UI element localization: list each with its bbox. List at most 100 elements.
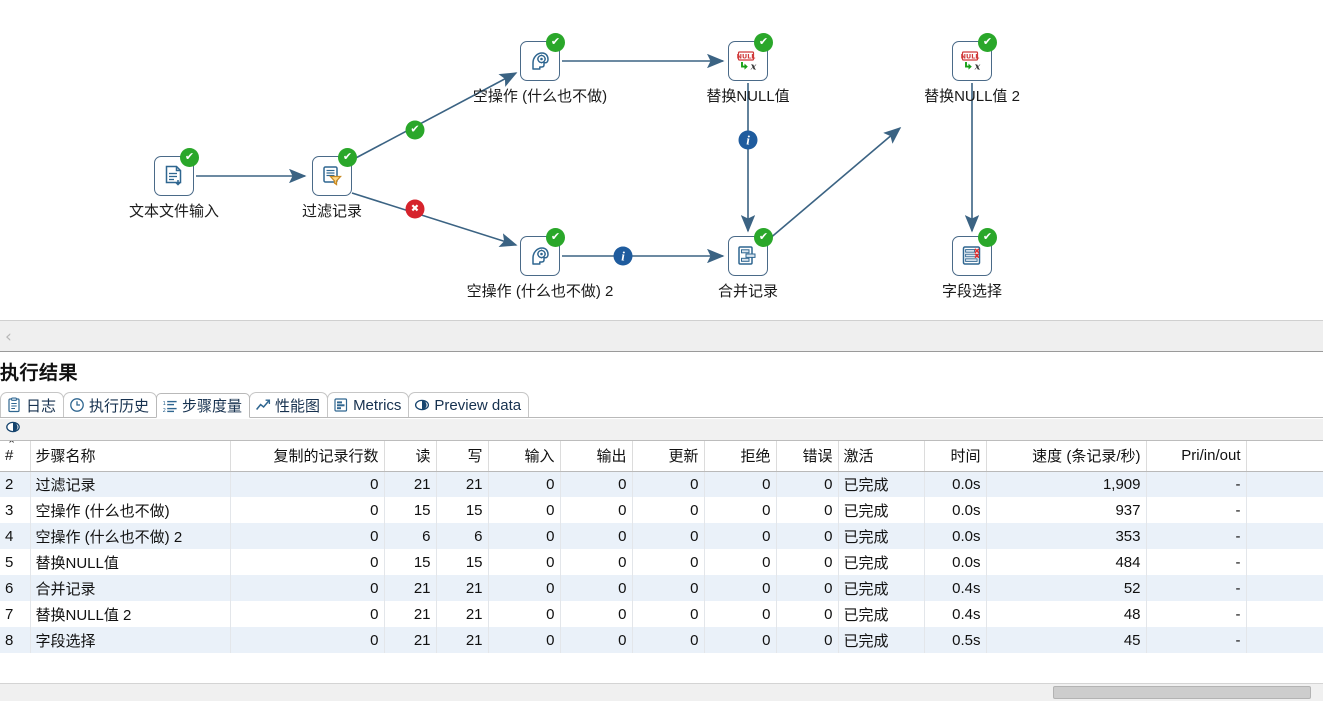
- cell-name: 过滤记录: [30, 471, 231, 497]
- table-header-col-pad[interactable]: [1246, 441, 1323, 472]
- cell-input: 0: [488, 523, 561, 549]
- table-row[interactable]: 2 过滤记录 0 21 21 0 0 0 0 0 已完成 0.0s 1,909-: [0, 471, 1323, 497]
- table-header-col-copied[interactable]: 复制的记录行数: [230, 441, 385, 472]
- table-header-label: 读: [415, 448, 431, 466]
- table-header-label: 速度 (条记录/秒): [1032, 448, 1141, 466]
- cell-rejected: 0: [704, 627, 777, 653]
- cell-time: 0.5s: [924, 627, 987, 653]
- cell-name: 空操作 (什么也不做) 2: [30, 523, 231, 549]
- table-header-col-active[interactable]: 激活: [838, 441, 925, 472]
- tab-step-metrics[interactable]: 1 2 步骤度量: [156, 393, 251, 418]
- cell-read: 21: [384, 575, 437, 601]
- cell-num: 4: [0, 523, 31, 549]
- table-header-col-rejected[interactable]: 拒绝: [704, 441, 777, 472]
- table-header-col-time[interactable]: 时间: [924, 441, 987, 472]
- cell-pad: [1246, 523, 1323, 549]
- table-row[interactable]: 5 替换NULL值 0 15 15 0 0 0 0 0 已完成 0.0s 484-: [0, 549, 1323, 575]
- cell-num: 5: [0, 549, 31, 575]
- cell-input: 0: [488, 575, 561, 601]
- step-node-label: 替换NULL值: [706, 88, 790, 105]
- metrics-icon: [333, 397, 349, 413]
- cell-updated: 0: [632, 575, 705, 601]
- cell-name: 字段选择: [30, 627, 231, 653]
- tab-history[interactable]: 执行历史: [63, 392, 158, 417]
- cell-name: 合并记录: [30, 575, 231, 601]
- cell-pri: -: [1146, 549, 1247, 575]
- table-header-col-written[interactable]: 写: [436, 441, 489, 472]
- step-node-label: 空操作 (什么也不做) 2: [466, 283, 614, 300]
- tab-perf-graph[interactable]: 性能图: [249, 392, 329, 417]
- table-header-col-speed[interactable]: 速度 (条记录/秒): [986, 441, 1147, 472]
- cell-pri: -: [1146, 471, 1247, 497]
- cell-time: 0.0s: [924, 549, 987, 575]
- cell-active: 已完成: [838, 471, 925, 497]
- status-ok-badge: [754, 228, 773, 247]
- chevron-left-icon[interactable]: ‹: [5, 327, 12, 347]
- panel-splitter[interactable]: ‹: [0, 320, 1323, 352]
- table-row[interactable]: 4 空操作 (什么也不做) 2 0 6 6 0 0 0 0 0 已完成 0.0s 353-: [0, 523, 1323, 549]
- cell-errors: 0: [776, 497, 839, 523]
- cell-time: 0.4s: [924, 575, 987, 601]
- hop-info-badge: [738, 130, 758, 150]
- scrollbar-thumb[interactable]: [1053, 686, 1311, 699]
- table-header-col-num[interactable]: ⌃ #: [0, 441, 31, 472]
- step-node-label: 过滤记录: [301, 203, 363, 220]
- table-header-col-pri[interactable]: Pri/in/out: [1146, 441, 1247, 472]
- cell-num: 3: [0, 497, 31, 523]
- svg-text:2: 2: [163, 408, 166, 414]
- cell-copied: 0: [230, 523, 385, 549]
- cell-written: 15: [436, 549, 489, 575]
- cell-pri: -: [1146, 627, 1247, 653]
- status-ok-badge: [978, 33, 997, 52]
- table-row[interactable]: 3 空操作 (什么也不做) 0 15 15 0 0 0 0 0 已完成 0.0s 937-: [0, 497, 1323, 523]
- table-header-col-name[interactable]: 步骤名称: [30, 441, 231, 472]
- table-header-label: Pri/in/out: [1181, 447, 1241, 465]
- cell-copied: 0: [230, 575, 385, 601]
- table-header-label: 时间: [950, 448, 981, 466]
- cell-updated: 0: [632, 627, 705, 653]
- cell-errors: 0: [776, 549, 839, 575]
- table-row[interactable]: 8 字段选择 0 21 21 0 0 0 0 0 已完成 0.5s 45-: [0, 627, 1323, 653]
- horizontal-scrollbar[interactable]: [0, 683, 1323, 701]
- cell-rejected: 0: [704, 471, 777, 497]
- transformation-canvas[interactable]: 文本文件输入 过滤记录: [0, 0, 1323, 320]
- table-header-col-output[interactable]: 输出: [560, 441, 633, 472]
- cell-pad: [1246, 575, 1323, 601]
- results-tabbar: 日志 执行历史 1 2: [0, 392, 1323, 418]
- tab-metrics[interactable]: Metrics: [327, 392, 410, 417]
- cell-rejected: 0: [704, 601, 777, 627]
- cell-speed: 52: [986, 575, 1147, 601]
- table-header-label: 输入: [524, 448, 555, 466]
- cell-input: 0: [488, 601, 561, 627]
- preview-eye-icon[interactable]: [5, 419, 21, 440]
- cell-pad: [1246, 627, 1323, 653]
- cell-written: 21: [436, 575, 489, 601]
- cell-pri: -: [1146, 575, 1247, 601]
- table-header-label: 更新: [668, 448, 699, 466]
- cell-pad: [1246, 549, 1323, 575]
- table-header-col-input[interactable]: 输入: [488, 441, 561, 472]
- table-row[interactable]: 6 合并记录 0 21 21 0 0 0 0 0 已完成 0.4s 52-: [0, 575, 1323, 601]
- cell-pad: [1246, 497, 1323, 523]
- step-metrics-table: ⌃ # 步骤名称 复制的记录行数 读写 输入 输出 更新 拒绝 错误 激活 时间 速度 (条记录/秒) P…: [0, 441, 1323, 653]
- hop-connections: [196, 53, 980, 264]
- table-header-label: #: [5, 447, 14, 465]
- table-header-col-read[interactable]: 读: [384, 441, 437, 472]
- step-metrics-grid[interactable]: ⌃ # 步骤名称 复制的记录行数 读写 输入 输出 更新 拒绝 错误 激活 时间 速度 (条记录/秒) P…: [0, 441, 1323, 671]
- cell-read: 6: [384, 523, 437, 549]
- cell-errors: 0: [776, 523, 839, 549]
- cell-rejected: 0: [704, 575, 777, 601]
- cell-copied: 0: [230, 549, 385, 575]
- table-header-col-updated[interactable]: 更新: [632, 441, 705, 472]
- step-node-label: 合并记录: [717, 283, 779, 300]
- step-node-label: 替换NULL值 2: [924, 88, 1020, 105]
- tab-log[interactable]: 日志: [0, 392, 65, 417]
- table-row[interactable]: 7 替换NULL值 2 0 21 21 0 0 0 0 0 已完成 0.4s 48-: [0, 601, 1323, 627]
- table-header-col-errors[interactable]: 错误: [776, 441, 839, 472]
- svg-text:1: 1: [163, 401, 166, 407]
- cell-active: 已完成: [838, 523, 925, 549]
- log-icon: [6, 397, 22, 413]
- cell-pad: [1246, 471, 1323, 497]
- tab-preview-data[interactable]: Preview data: [408, 392, 530, 417]
